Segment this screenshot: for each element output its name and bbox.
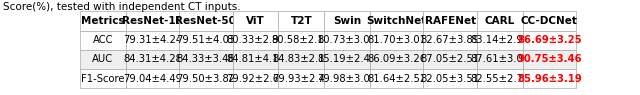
Text: Score(%), tested with independent CT inputs.: Score(%), tested with independent CT inp… [3, 2, 241, 12]
